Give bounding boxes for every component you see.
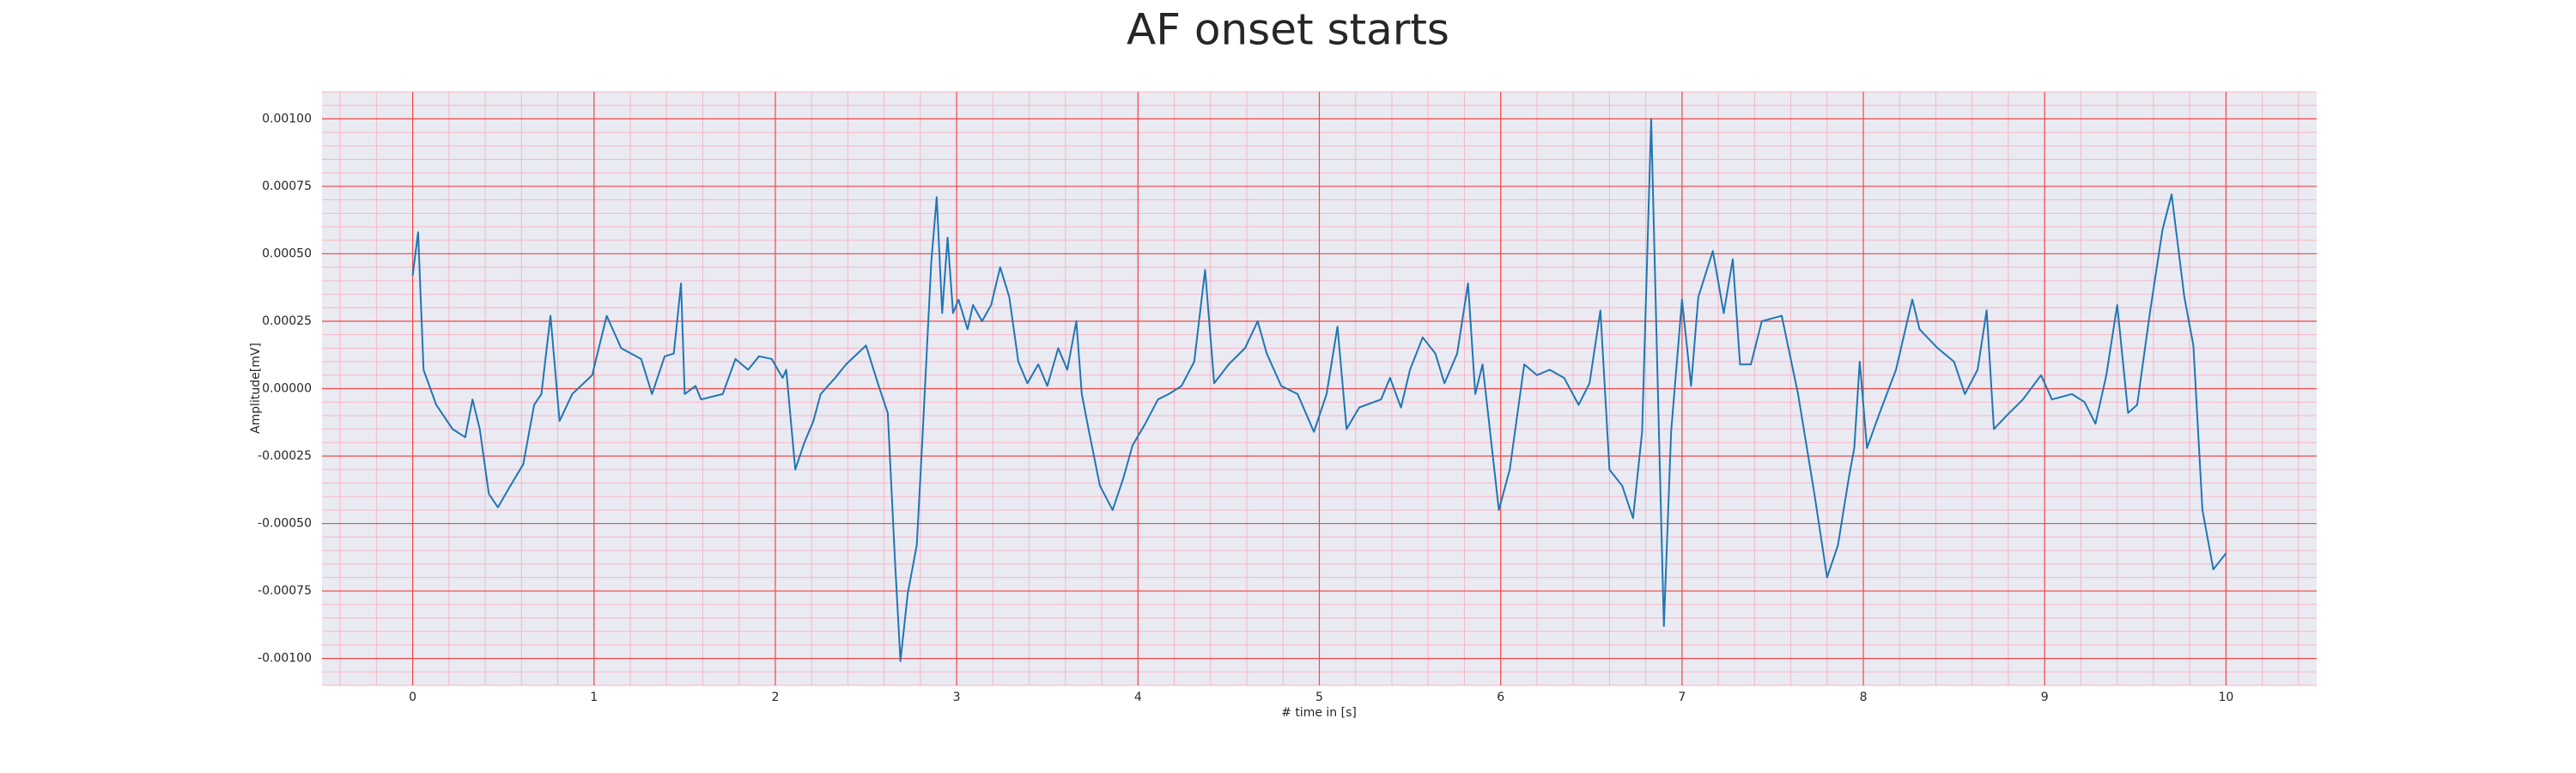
y-tick-label: 0.00025 [262, 314, 312, 328]
x-tick-label: 6 [1497, 691, 1504, 704]
x-tick-label: 1 [590, 691, 598, 704]
signal-line [411, 118, 2227, 662]
y-tick-label: -0.00025 [258, 449, 312, 463]
y-tick-label: 0.00100 [262, 112, 312, 125]
x-tick-label: 8 [1860, 691, 1868, 704]
y-tick-label: 0.00075 [262, 180, 312, 193]
y-tick-label: -0.00075 [258, 584, 312, 598]
x-axis-label: # time in [s] [1281, 706, 1357, 720]
x-tick-label: 3 [953, 691, 961, 704]
y-tick-label: 0.00000 [262, 382, 312, 396]
y-tick-label: -0.00050 [258, 517, 312, 531]
y-tick-label: -0.00100 [258, 652, 312, 666]
x-tick-label: 7 [1678, 691, 1686, 704]
x-tick-label: 10 [2218, 691, 2233, 704]
x-tick-label: 0 [409, 691, 416, 704]
x-tick-label: 4 [1134, 691, 1142, 704]
y-tick-label: 0.00050 [262, 247, 312, 260]
x-tick-label: 9 [2041, 691, 2049, 704]
chart-title: AF onset starts [1127, 5, 1449, 55]
x-tick-label: 2 [771, 691, 779, 704]
y-axis-label: Amplitude[mV] [249, 343, 263, 434]
x-tick-label: 5 [1315, 691, 1323, 704]
